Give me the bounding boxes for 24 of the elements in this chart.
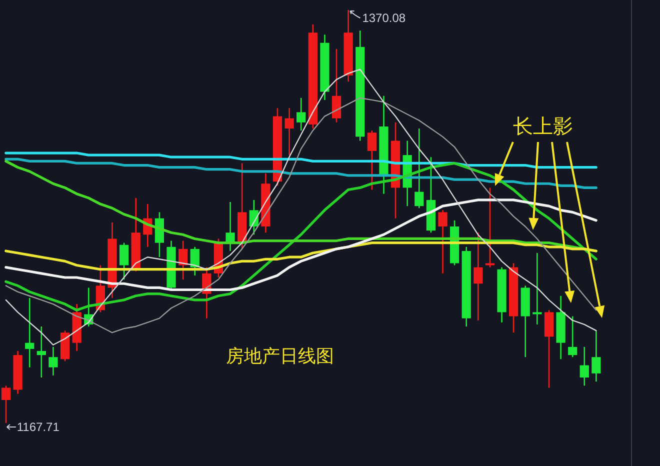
candlestick bbox=[1, 385, 11, 423]
annotation: 1370.08 bbox=[362, 11, 406, 25]
candlestick bbox=[367, 130, 376, 190]
candlestick bbox=[226, 201, 235, 252]
candlestick bbox=[296, 97, 306, 132]
candlestick bbox=[580, 346, 589, 386]
candlestick bbox=[332, 48, 342, 124]
candlestick bbox=[178, 240, 188, 280]
annotation: 房地产日线图 bbox=[226, 346, 334, 367]
annotation: 长上影 bbox=[513, 114, 573, 138]
annotation: 1167.71 bbox=[16, 420, 60, 434]
candlestick bbox=[25, 297, 34, 368]
candlestick bbox=[36, 326, 46, 378]
candlestick bbox=[474, 232, 483, 322]
candlestick bbox=[485, 187, 495, 268]
candlestick bbox=[438, 210, 448, 274]
candlestick bbox=[284, 107, 294, 156]
candlestick bbox=[190, 246, 200, 276]
candlestick bbox=[532, 252, 542, 326]
candlestick bbox=[48, 346, 58, 376]
candlestick bbox=[592, 330, 601, 382]
candlestick bbox=[414, 128, 424, 209]
candlestick bbox=[568, 316, 578, 358]
candlestick bbox=[119, 242, 129, 280]
